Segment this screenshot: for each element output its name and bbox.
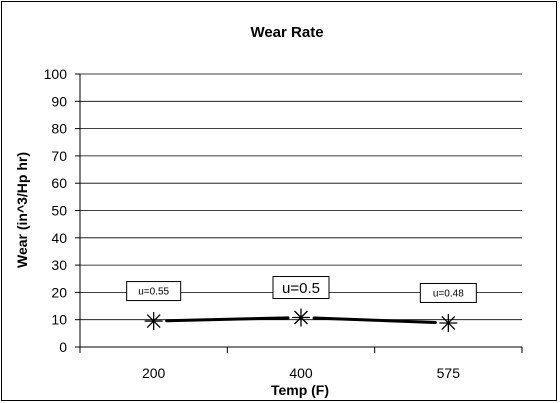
series-line-segment	[165, 316, 290, 323]
annotation-box: u=0.55	[126, 281, 182, 302]
annotation-border	[126, 281, 182, 302]
annotation-label: u=0.55	[138, 287, 169, 298]
y-tick-label-30: 30	[51, 257, 67, 273]
x-tick-label-400: 400	[289, 365, 313, 381]
x-tick-label-200: 200	[142, 365, 166, 381]
data-point-marker	[439, 313, 458, 332]
y-tick-label-90: 90	[51, 93, 67, 109]
y-tick-label-40: 40	[51, 230, 67, 246]
annotation-border	[272, 276, 330, 300]
y-tick-label-20: 20	[51, 284, 67, 300]
annotation-border	[419, 282, 477, 303]
y-axis-ticks: 0 10 20 30 40 50 60 70 80 90 100	[44, 66, 80, 355]
y-tick-label-80: 80	[51, 121, 67, 137]
y-tick-label-0: 0	[59, 339, 67, 355]
y-tick-label-70: 70	[51, 148, 67, 164]
chart-title: Wear Rate	[250, 24, 323, 41]
annotations-group: u=0.55 u=0.5 u=0.48	[126, 276, 477, 303]
marker-stroke	[294, 310, 308, 325]
y-tick-label-60: 60	[51, 175, 67, 191]
series-line-segment	[312, 316, 437, 324]
x-axis-ticks: 200 400 575	[79, 347, 523, 381]
y-tick-label-100: 100	[44, 66, 68, 82]
y-tick-label-10: 10	[51, 312, 67, 328]
x-tick-label-575: 575	[437, 365, 461, 381]
data-point-marker	[292, 308, 310, 327]
series-group	[144, 308, 458, 332]
y-tick-label-50: 50	[51, 203, 67, 219]
annotation-box: u=0.5	[272, 276, 330, 300]
data-point-marker	[144, 312, 163, 331]
marker-stroke	[441, 316, 456, 330]
annotation-box: u=0.48	[419, 282, 477, 303]
annotation-label: u=0.5	[282, 280, 320, 297]
x-axis-label: Temp (F)	[271, 382, 329, 398]
y-axis-label: Wear (in^3/Hp hr)	[14, 152, 30, 268]
marker-stroke	[146, 314, 161, 329]
annotation-label: u=0.48	[433, 288, 464, 299]
